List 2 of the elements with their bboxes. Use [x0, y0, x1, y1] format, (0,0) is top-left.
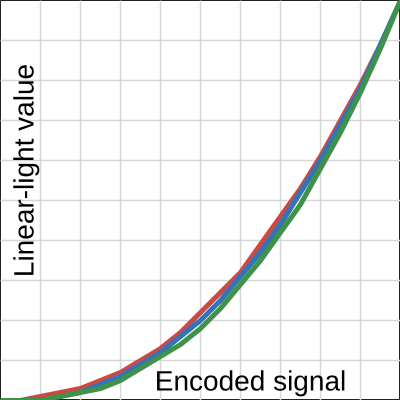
x-axis-title: Encoded signal	[154, 366, 346, 396]
y-axis-title: Linear-light value	[8, 64, 40, 278]
